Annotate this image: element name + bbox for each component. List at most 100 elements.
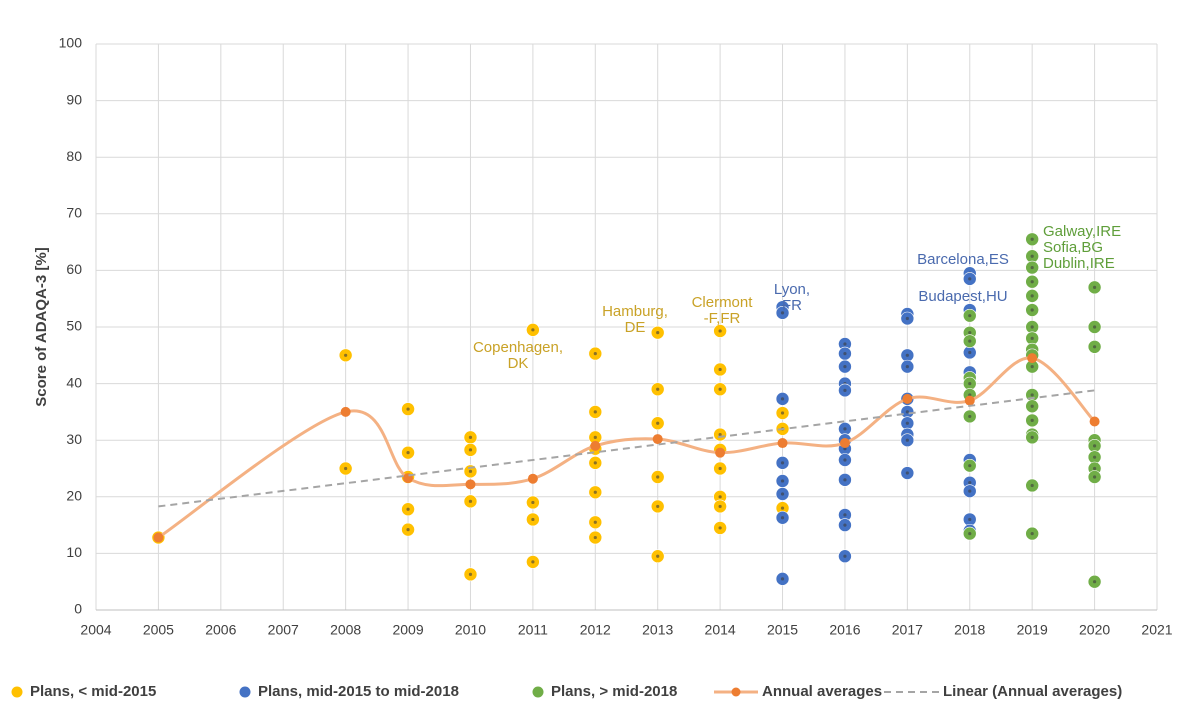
point-center — [1030, 418, 1034, 422]
y-tick-label: 80 — [66, 148, 82, 164]
average-point — [964, 395, 975, 406]
point-center — [843, 342, 847, 346]
point-center — [968, 382, 972, 386]
point-center — [656, 387, 660, 391]
point-center — [780, 516, 785, 520]
y-tick-label: 20 — [66, 488, 82, 504]
point-center — [593, 535, 597, 540]
y-tick-label: 0 — [74, 601, 82, 617]
point-center — [968, 414, 972, 419]
point-center — [468, 435, 473, 439]
point-center — [843, 458, 847, 462]
point-center — [968, 531, 972, 536]
point-center — [718, 466, 722, 471]
point-center — [593, 435, 597, 439]
point-center — [656, 554, 660, 558]
annotation: Hamburg, — [602, 303, 668, 320]
average-point — [527, 473, 538, 484]
point-center — [656, 504, 660, 509]
point-center — [1092, 455, 1097, 459]
point-center — [1092, 466, 1097, 471]
x-tick-label: 2010 — [455, 622, 486, 638]
point-center — [905, 410, 909, 414]
point-center — [531, 500, 535, 505]
point-center — [344, 353, 348, 357]
point-center — [1092, 325, 1097, 329]
point-center — [656, 331, 660, 335]
point-center — [843, 388, 847, 392]
point-center — [1092, 475, 1097, 479]
point-center — [593, 490, 597, 494]
point-center — [780, 461, 785, 465]
point-center — [780, 577, 785, 581]
average-point — [590, 440, 601, 451]
point-center — [593, 352, 597, 356]
x-tick-label: 2007 — [268, 622, 299, 638]
average-point — [340, 406, 351, 417]
point-center — [968, 350, 972, 355]
legend-marker — [239, 686, 251, 698]
average-point — [1089, 416, 1100, 427]
y-tick-label: 50 — [66, 318, 82, 334]
x-tick-label: 2021 — [1141, 622, 1172, 638]
point-center — [656, 421, 660, 425]
y-tick-label: 40 — [66, 374, 82, 390]
point-center — [1092, 345, 1097, 349]
point-center — [1030, 280, 1034, 284]
legend-label: Annual averages — [762, 683, 882, 700]
point-center — [344, 466, 348, 471]
point-center — [843, 427, 847, 431]
point-center — [1030, 435, 1034, 439]
point-center — [531, 328, 535, 332]
point-center — [1030, 294, 1034, 298]
point-center — [1092, 285, 1097, 289]
annotation: Sofia,BG — [1043, 239, 1103, 256]
x-tick-label: 2015 — [767, 622, 798, 638]
point-center — [843, 352, 847, 356]
point-center — [468, 499, 473, 503]
x-tick-label: 2018 — [954, 622, 985, 638]
point-center — [905, 353, 909, 357]
point-center — [968, 277, 972, 281]
point-center — [531, 560, 535, 564]
point-center — [968, 481, 972, 485]
x-tick-label: 2004 — [80, 622, 111, 638]
legend-label: Plans, > mid-2018 — [551, 683, 677, 700]
point-center — [718, 367, 722, 372]
annotation: Galway,IRE — [1043, 223, 1121, 240]
annotation: Lyon, — [774, 281, 810, 298]
x-tick-label: 2013 — [642, 622, 673, 638]
x-tick-label: 2019 — [1017, 622, 1048, 638]
point-center — [1030, 393, 1034, 397]
point-center — [406, 528, 410, 532]
legend-marker — [11, 686, 23, 698]
y-tick-label: 60 — [66, 261, 82, 277]
point-center — [1092, 580, 1097, 584]
x-tick-label: 2016 — [829, 622, 860, 638]
point-center — [1030, 265, 1034, 270]
average-point — [153, 532, 164, 543]
point-center — [968, 331, 972, 335]
y-tick-label: 10 — [66, 544, 82, 560]
point-center — [531, 517, 535, 522]
point-center — [968, 464, 972, 468]
point-center — [406, 451, 410, 455]
legend-label: Linear (Annual averages) — [943, 683, 1122, 700]
point-center — [968, 489, 972, 493]
point-center — [968, 517, 972, 522]
average-point — [1027, 353, 1038, 364]
average-point — [465, 479, 476, 490]
point-center — [718, 495, 722, 499]
point-center — [718, 526, 722, 530]
point-center — [593, 520, 597, 524]
legend-marker — [731, 687, 741, 697]
legend-label: Plans, < mid-2015 — [30, 683, 156, 700]
point-center — [843, 523, 847, 527]
line — [158, 389, 1095, 508]
point-center — [718, 387, 722, 391]
x-tick-label: 2005 — [143, 622, 174, 638]
x-tick-label: 2008 — [330, 622, 361, 638]
annotation: FR — [782, 297, 802, 314]
point-center — [905, 471, 909, 475]
